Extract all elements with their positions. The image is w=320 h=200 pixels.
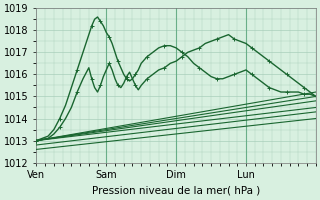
X-axis label: Pression niveau de la mer( hPa ): Pression niveau de la mer( hPa ) [92, 186, 260, 196]
